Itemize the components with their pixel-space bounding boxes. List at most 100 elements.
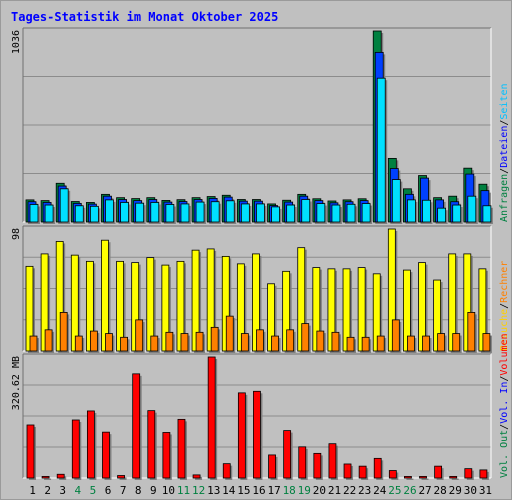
day-label: 31 (479, 484, 492, 497)
bar-volumen-shadow (451, 478, 459, 480)
bar-rechner (120, 336, 128, 352)
day-label: 15 (237, 484, 250, 497)
bar-volumen (86, 410, 95, 479)
bar-rechner (135, 319, 144, 352)
day-label: 24 (373, 484, 387, 497)
bar-volumen (434, 465, 443, 479)
panel-volume: 320.62 MB (11, 353, 492, 480)
bar-seiten (316, 203, 326, 223)
bar-seiten (437, 207, 447, 223)
bar-seiten (44, 204, 54, 223)
bar-seiten (105, 199, 114, 223)
bar-volumen (132, 373, 141, 479)
bar-seiten (59, 188, 69, 223)
legend-entry: Vol. Out (499, 430, 510, 478)
bar-volumen (71, 419, 80, 479)
bar-rechner (225, 315, 234, 352)
bar-volumen (464, 468, 473, 479)
bar-seiten (391, 179, 401, 223)
bar-seiten (120, 202, 129, 223)
bar-rechner (361, 336, 370, 352)
bar-volumen (283, 430, 292, 479)
bar-seiten (74, 205, 84, 223)
bar-volumen (237, 392, 246, 479)
bar-besuche (342, 268, 351, 352)
bar-besuche (101, 239, 109, 352)
bar-rechner (316, 330, 325, 352)
legend-entry: Volumen (499, 333, 510, 375)
legend-separator: / (499, 168, 510, 174)
day-label: 20 (313, 484, 326, 497)
bar-volumen (26, 424, 35, 479)
bar-besuche (463, 253, 472, 352)
bar-rechner (105, 333, 113, 352)
bar-volumen (207, 356, 216, 479)
day-label: 7 (120, 484, 127, 497)
bar-volumen (102, 431, 110, 479)
bar-volumen-shadow (44, 478, 52, 480)
legend-entry: Anfragen (499, 174, 510, 222)
bar-besuche (448, 253, 457, 352)
bar-volumen (56, 473, 65, 479)
y-max-label: 1036 (11, 30, 22, 54)
bar-besuche (206, 248, 215, 352)
bar-seiten (331, 204, 341, 223)
bar-besuche (176, 260, 185, 352)
bar-rechner (44, 329, 53, 352)
bar-rechner (376, 335, 385, 352)
panel-hits-files-pages: 1036 (11, 27, 493, 224)
day-label: 23 (358, 484, 371, 497)
bar-rechner (165, 331, 174, 352)
day-label: 29 (449, 484, 462, 497)
bar-besuche (221, 255, 230, 352)
bar-rechner (240, 333, 249, 352)
bar-besuche (40, 253, 49, 352)
bar-seiten (301, 199, 311, 223)
bar-volumen (222, 463, 231, 479)
legend-separator: / (499, 120, 510, 126)
bar-besuche (282, 270, 291, 352)
legend-entry: Dateien (499, 126, 510, 168)
bar-volumen-shadow (421, 478, 429, 480)
chart-title: Tages-Statistik im Monat Oktober 2025 (11, 10, 278, 24)
day-label: 6 (105, 484, 112, 497)
bar-volumen (404, 476, 412, 479)
legend-entry: Besuche (499, 309, 510, 351)
bar-besuche (327, 268, 336, 352)
bar-volumen (253, 390, 261, 479)
bar-volumen (41, 476, 50, 479)
day-label: 18 (283, 484, 296, 497)
bar-besuche (252, 253, 260, 352)
day-label: 17 (267, 484, 280, 497)
day-label: 19 (298, 484, 311, 497)
bar-seiten (286, 204, 296, 223)
bar-besuche (372, 273, 381, 352)
bar-seiten (422, 199, 431, 223)
bar-rechner (422, 335, 430, 352)
bar-besuche (116, 260, 124, 352)
legend-bottom: Vol. Out/Vol. In/Volumen (499, 333, 510, 478)
bar-volumen-shadow (195, 476, 203, 480)
bar-rechner (195, 331, 204, 352)
bar-volumen (373, 457, 382, 479)
bar-volumen (343, 463, 352, 479)
day-label: 9 (150, 484, 157, 497)
day-label: 11 (177, 484, 190, 497)
bar-besuche (25, 265, 34, 352)
day-label: 1 (29, 484, 36, 497)
day-label: 25 (388, 484, 401, 497)
bar-rechner (180, 333, 189, 352)
bar-rechner (391, 319, 400, 352)
bar-seiten (407, 199, 416, 223)
bar-volumen-shadow (119, 477, 127, 480)
day-label: 14 (222, 484, 236, 497)
bar-besuche (161, 264, 170, 352)
day-axis: 1 2 3 4 5 6 7 8 9 10 11 12 13 14 15 16 17 18 19 20 21 22 23 24 2… (29, 484, 492, 497)
day-label: 12 (192, 484, 205, 497)
legend-entry: Seiten (499, 83, 510, 119)
bar-besuche (70, 254, 79, 352)
bar-rechner (59, 312, 68, 352)
bar-rechner (210, 326, 219, 352)
